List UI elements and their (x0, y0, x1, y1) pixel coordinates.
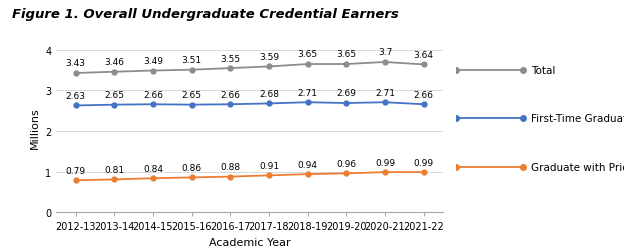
Text: 2.66: 2.66 (143, 90, 163, 99)
Text: 0.96: 0.96 (336, 159, 356, 168)
Text: 3.49: 3.49 (143, 57, 163, 66)
Total (110, 71, 118, 74)
Text: 3.51: 3.51 (182, 56, 202, 65)
First-Time Graduate (265, 102, 273, 106)
First-Time Graduate (420, 103, 427, 106)
First-Time Graduate (304, 101, 311, 104)
Total (420, 64, 427, 67)
Total (265, 66, 273, 69)
Text: 3.64: 3.64 (414, 51, 434, 60)
Text: 2.69: 2.69 (336, 89, 356, 98)
Text: 0.86: 0.86 (182, 163, 202, 172)
Text: 3.59: 3.59 (259, 53, 279, 62)
Graduate with Prior Award (227, 176, 234, 178)
First-Time Graduate (149, 103, 157, 106)
Graduate with Prior Award (304, 173, 311, 176)
Text: 2.65: 2.65 (182, 91, 202, 100)
Graduate with Prior Award (381, 171, 389, 174)
Text: 2.71: 2.71 (298, 88, 318, 97)
Text: 0.91: 0.91 (259, 161, 279, 170)
Graduate with Prior Award (149, 177, 157, 180)
Text: 2.71: 2.71 (375, 88, 395, 97)
Text: 0.94: 0.94 (298, 160, 318, 169)
Text: 3.65: 3.65 (298, 50, 318, 59)
Total (343, 63, 350, 66)
Text: 2.68: 2.68 (259, 90, 279, 98)
Text: 2.63: 2.63 (66, 92, 85, 100)
Text: 2.66: 2.66 (220, 90, 240, 99)
First-Time Graduate (343, 102, 350, 105)
Graduate with Prior Award (110, 178, 118, 181)
Text: First-Time Graduate: First-Time Graduate (532, 114, 624, 124)
Text: 3.7: 3.7 (378, 48, 392, 57)
Text: 2.65: 2.65 (104, 91, 124, 100)
First-Time Graduate (110, 104, 118, 107)
Graduate with Prior Award (265, 174, 273, 177)
Line: Graduate with Prior Award: Graduate with Prior Award (73, 170, 426, 183)
Text: Figure 1. Overall Undergraduate Credential Earners: Figure 1. Overall Undergraduate Credenti… (12, 8, 399, 20)
First-Time Graduate (227, 103, 234, 106)
Text: 0.88: 0.88 (220, 162, 240, 171)
Total (304, 63, 311, 66)
Total (381, 61, 389, 64)
Text: 0.99: 0.99 (414, 158, 434, 167)
Line: First-Time Graduate: First-Time Graduate (73, 100, 426, 108)
First-Time Graduate (72, 104, 79, 108)
Text: 2.66: 2.66 (414, 90, 434, 99)
First-Time Graduate (188, 104, 195, 107)
Total (149, 70, 157, 73)
Text: 0.84: 0.84 (143, 164, 163, 173)
X-axis label: Academic Year: Academic Year (209, 237, 290, 247)
Text: Total: Total (532, 66, 556, 76)
Text: 0.81: 0.81 (104, 165, 124, 174)
Line: Total: Total (73, 60, 426, 76)
Graduate with Prior Award (343, 172, 350, 175)
Total (72, 72, 79, 75)
Y-axis label: Millions: Millions (29, 107, 39, 148)
Total (227, 67, 234, 70)
Graduate with Prior Award (188, 176, 195, 179)
Text: 3.65: 3.65 (336, 50, 356, 59)
Text: Graduate with Prior Award: Graduate with Prior Award (532, 162, 624, 172)
Text: 3.55: 3.55 (220, 54, 240, 63)
Graduate with Prior Award (420, 171, 427, 174)
Text: 3.46: 3.46 (104, 58, 124, 67)
Total (188, 69, 195, 72)
Graduate with Prior Award (72, 179, 79, 182)
Text: 3.43: 3.43 (66, 59, 85, 68)
Text: 0.79: 0.79 (66, 166, 85, 175)
First-Time Graduate (381, 101, 389, 104)
Text: 0.99: 0.99 (375, 158, 395, 167)
